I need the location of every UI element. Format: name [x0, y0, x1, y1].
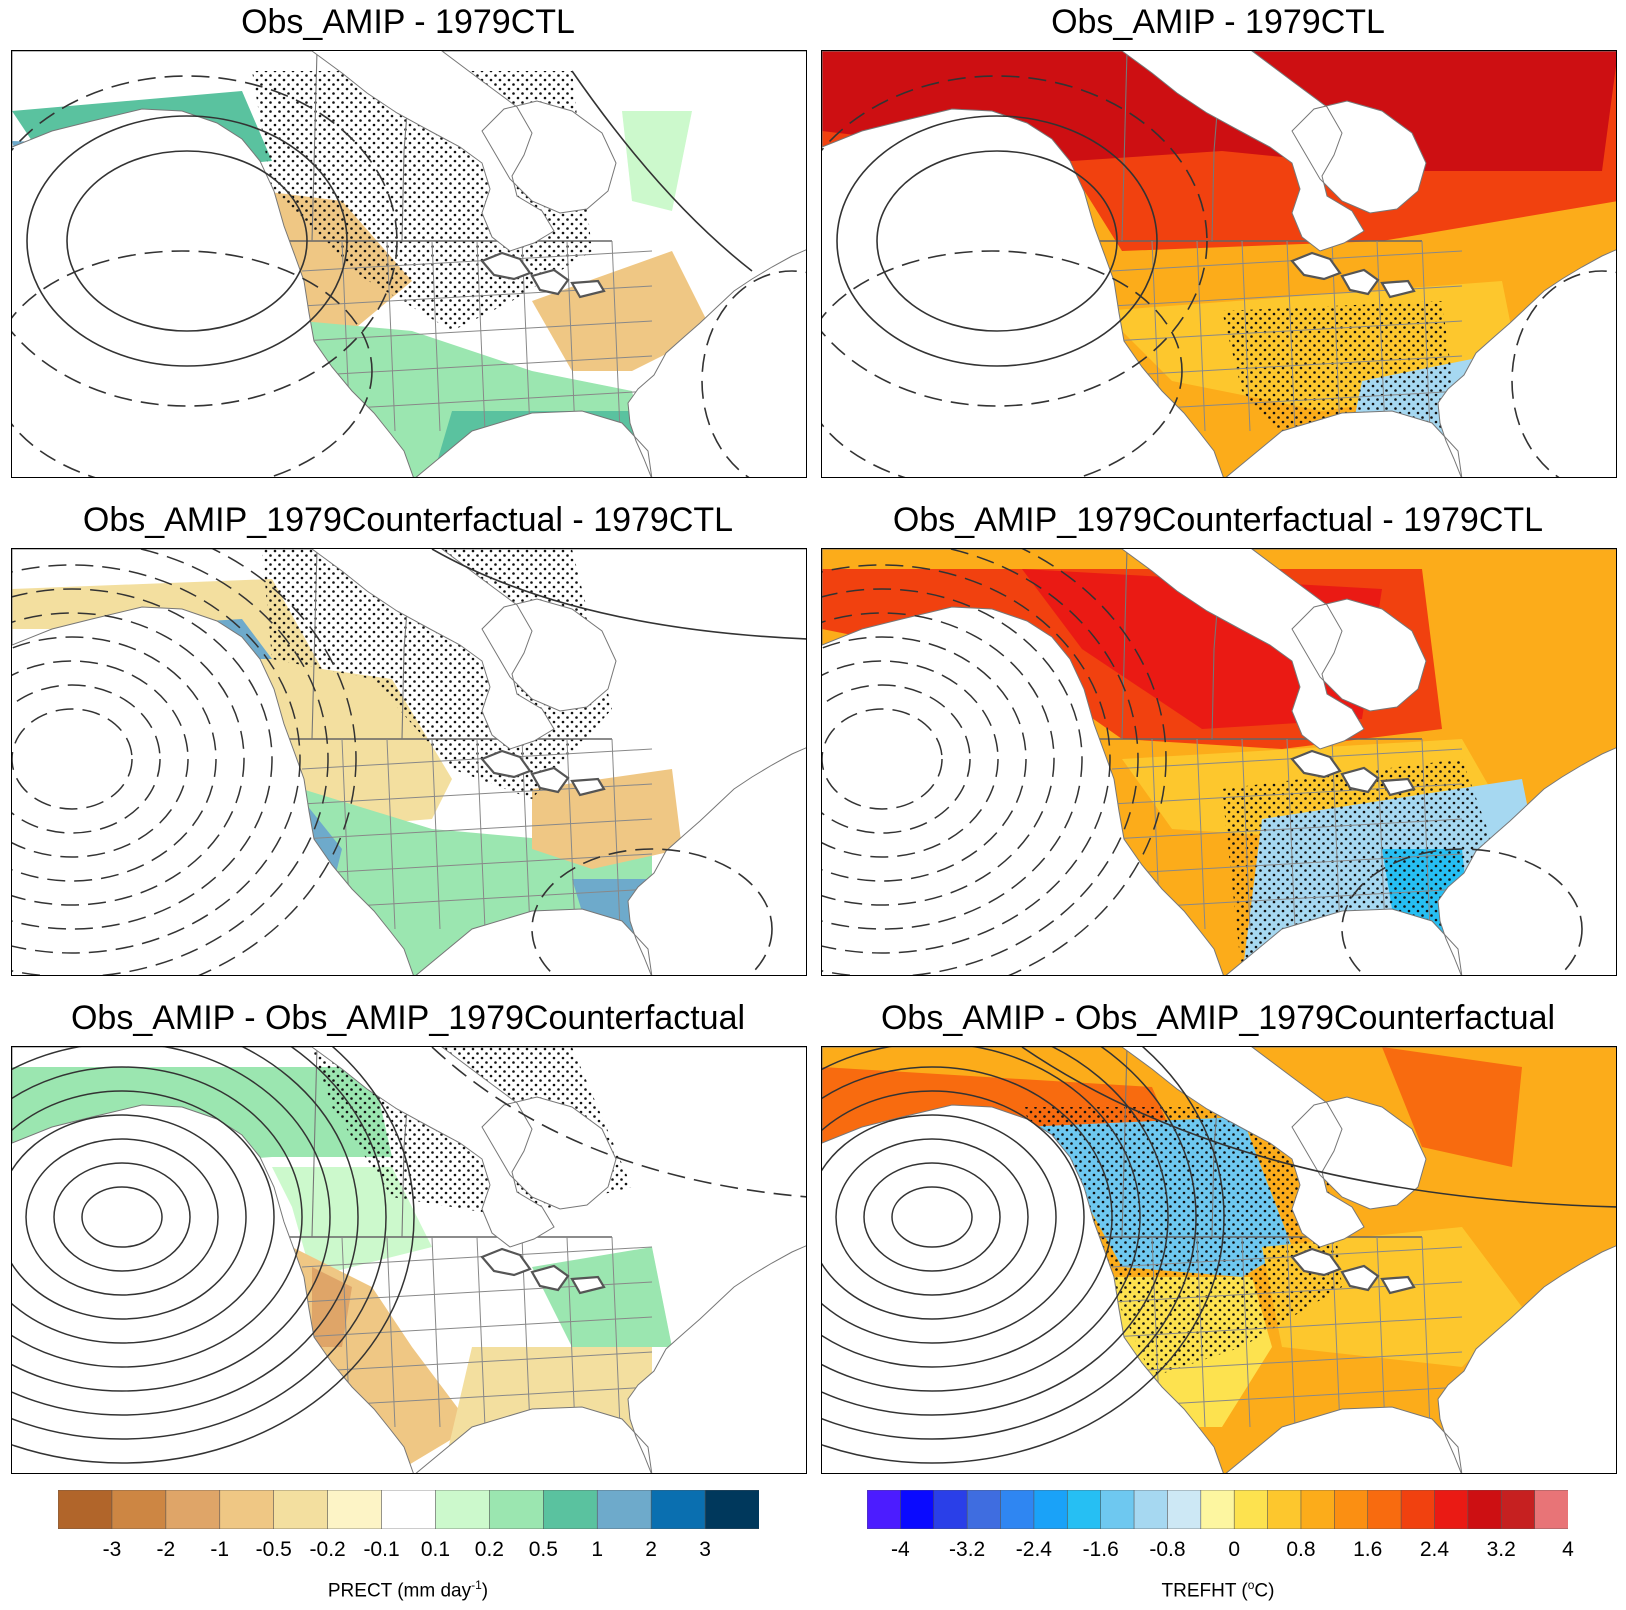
colorbar-swatch [650, 1489, 706, 1530]
colorbar-swatch [1100, 1489, 1135, 1530]
colorbar-tick-label: -2.4 [1015, 1538, 1052, 1561]
map-panel-6 [821, 1046, 1617, 1474]
map-panel-5 [11, 1046, 807, 1474]
colorbar-tick-label: 1 [591, 1538, 604, 1561]
colorbar-swatch [1500, 1489, 1536, 1530]
colorbar-swatch [1200, 1489, 1235, 1530]
colorbar-tick-label: 2 [645, 1538, 657, 1561]
colorbar-tick-label: 1.6 [1353, 1538, 1383, 1561]
colorbar-tick-label: -4 [891, 1538, 910, 1561]
colorbar-swatch [1400, 1489, 1436, 1530]
colorbar-tick-label: 2.4 [1419, 1538, 1450, 1561]
map-panel-4 [821, 548, 1617, 976]
colorbar-swatch [1233, 1489, 1269, 1530]
colorbar-tick-label: -1 [210, 1538, 230, 1561]
colorbar-swatch [1534, 1489, 1569, 1530]
colorbar-tick-label: -1.6 [1082, 1538, 1119, 1561]
colorbar-tick-label: -0.8 [1149, 1538, 1186, 1561]
trefht-colorbar [866, 1489, 1569, 1530]
prect-colorbar [57, 1489, 760, 1530]
colorbar-swatch [1300, 1489, 1336, 1530]
colorbar-tick-label: -0.2 [309, 1538, 346, 1561]
colorbar-swatch [1467, 1489, 1503, 1530]
colorbar-tick-label: 0.5 [528, 1538, 558, 1561]
colorbar-swatch [866, 1489, 902, 1530]
colorbar-tick-label: 4 [1562, 1538, 1574, 1561]
panel-title-1: Obs_AMIP - 1979CTL [241, 3, 575, 41]
colorbar-swatch [327, 1489, 383, 1530]
colorbar-tick-label: 3.2 [1486, 1538, 1516, 1561]
colorbar-swatch [1334, 1489, 1369, 1530]
colorbar-tick-label: 0.1 [420, 1538, 451, 1561]
colorbar-tick-label: -3 [102, 1538, 122, 1561]
trefht-colorbar-label: TREFHT (oC) [1161, 1578, 1275, 1602]
map-panel-3 [11, 548, 807, 976]
colorbar-swatch [1033, 1489, 1069, 1530]
panel-title-3: Obs_AMIP_1979Counterfactual - 1979CTL [82, 501, 734, 539]
colorbar-tick-label: 0.2 [474, 1538, 504, 1561]
colorbar-swatch [57, 1489, 113, 1530]
colorbar-swatch [1267, 1489, 1302, 1530]
map-panel-1 [11, 50, 807, 478]
colorbar-swatch [489, 1489, 545, 1530]
colorbar-swatch [1000, 1489, 1035, 1530]
colorbar-swatch [219, 1489, 275, 1530]
colorbar-swatch [1367, 1489, 1402, 1530]
colorbar-swatch [704, 1489, 760, 1530]
panel-title-6: Obs_AMIP - Obs_AMIP_1979Counterfactual [880, 999, 1556, 1037]
panel-title-2: Obs_AMIP - 1979CTL [1051, 3, 1385, 41]
colorbar-tick-label: -0.5 [255, 1538, 292, 1561]
colorbar-swatch [596, 1489, 652, 1530]
colorbar-swatch [933, 1489, 968, 1530]
colorbar-tick-label: 3 [699, 1538, 711, 1561]
colorbar-swatch [1434, 1489, 1469, 1530]
colorbar-swatch [900, 1489, 935, 1530]
panel-title-5: Obs_AMIP - Obs_AMIP_1979Counterfactual [70, 999, 746, 1037]
colorbar-swatch [1066, 1489, 1102, 1530]
map-panel-2 [821, 50, 1617, 478]
colorbar-swatch [273, 1489, 329, 1530]
panel-title-4: Obs_AMIP_1979Counterfactual - 1979CTL [892, 501, 1544, 539]
colorbar-swatch [435, 1489, 491, 1530]
colorbar-tick-label: 0.8 [1286, 1538, 1316, 1561]
colorbar-swatch [165, 1489, 221, 1530]
colorbar-swatch [543, 1489, 599, 1530]
colorbar-tick-label: -3.2 [949, 1538, 986, 1561]
colorbar-tick-label: -2 [156, 1538, 176, 1561]
colorbar-swatch [1133, 1489, 1169, 1530]
colorbar-tick-label: -0.1 [363, 1538, 400, 1561]
colorbar-swatch [966, 1489, 1002, 1530]
colorbar-swatch [1167, 1489, 1202, 1530]
prect-colorbar-label: PRECT (mm day-1) [327, 1578, 489, 1602]
colorbar-tick-label: 0 [1228, 1538, 1241, 1561]
colorbar-swatch [381, 1489, 437, 1530]
colorbar-swatch [111, 1489, 167, 1530]
